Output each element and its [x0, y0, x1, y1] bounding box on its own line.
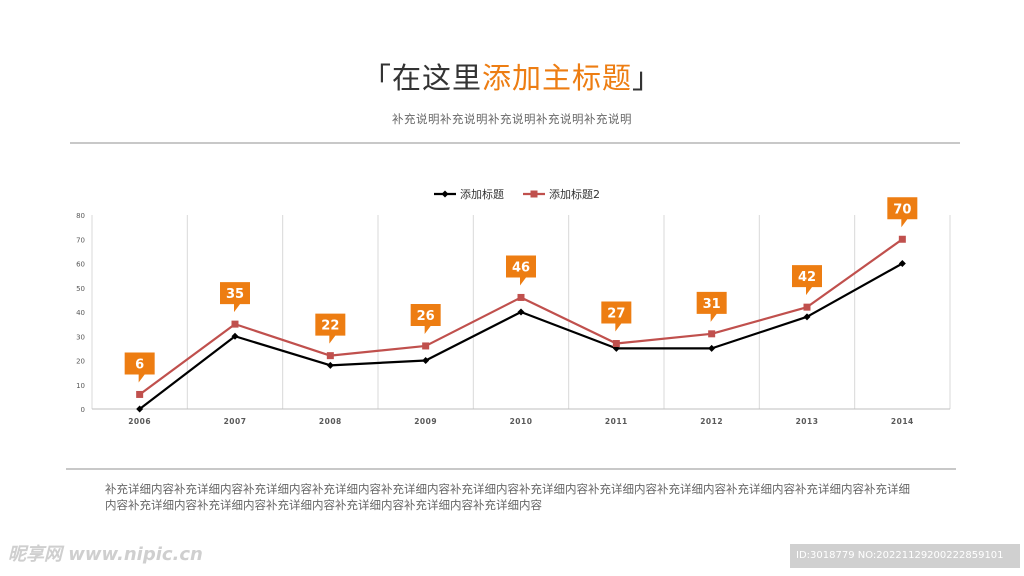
data-label: 70 [893, 202, 911, 217]
series-2-point [803, 303, 811, 311]
data-label-callout [315, 313, 346, 344]
data-label: 46 [512, 260, 530, 275]
x-tick-label: 2011 [605, 417, 628, 426]
y-tick-label: 60 [76, 261, 85, 269]
series-1-point [231, 332, 239, 340]
series-2-point [898, 235, 906, 243]
y-tick-label: 30 [76, 333, 85, 341]
data-label: 27 [607, 307, 625, 322]
title-highlight-part: 添加主标题 [482, 61, 633, 95]
series-1-point [708, 344, 716, 352]
data-label: 6 [135, 357, 144, 372]
title-bracket-open: 「 [361, 61, 392, 95]
x-tick-label: 2007 [224, 417, 247, 426]
series-1-point [898, 260, 906, 267]
legend-label: 添加标题 [460, 187, 504, 201]
title-bracket-close: 」 [632, 61, 663, 95]
series-1-point [326, 361, 334, 369]
x-tick-label: 2006 [128, 417, 151, 426]
x-tick-label: 2008 [319, 417, 342, 426]
legend-label: 添加标题2 [549, 187, 600, 201]
x-tick-label: 2012 [700, 417, 723, 426]
data-label: 35 [226, 287, 244, 302]
data-label-callout [506, 255, 536, 286]
data-label-callout [792, 265, 822, 296]
series-2-point [326, 352, 334, 360]
series-1-point [803, 313, 811, 321]
page-title: 「在这里添加主标题」 [0, 55, 1024, 97]
y-tick-label: 50 [76, 285, 85, 293]
y-tick-label: 80 [76, 212, 85, 220]
y-tick-label: 0 [81, 406, 85, 414]
series-2-point [517, 293, 525, 301]
data-label-callout [124, 352, 155, 383]
data-label: 31 [703, 297, 721, 312]
data-label-callout [220, 282, 250, 313]
data-label-callout [410, 303, 441, 334]
series-line-1 [138, 262, 903, 410]
x-tick-label: 2013 [796, 417, 819, 426]
detail-text: 补充详细内容补充详细内容补充详细内容补充详细内容补充详细内容补充详细内容补充详细… [105, 482, 910, 512]
page-subtitle: 补充说明补充说明补充说明补充说明补充说明 [392, 112, 632, 126]
x-tick-label: 2010 [510, 417, 533, 426]
series-2-point [422, 342, 430, 350]
series-1-point [517, 308, 525, 316]
series-1-point [422, 357, 430, 364]
x-tick-label: 2014 [891, 417, 914, 426]
line-chart: 0 10 20 30 40 50 60 70 80 2006 2007 2008 2009 2010 201… [76, 187, 951, 426]
data-label: 26 [417, 309, 435, 324]
series-2-point [231, 320, 239, 328]
top-divider [70, 142, 960, 144]
series-2-point [136, 390, 144, 398]
title-dark-part: 在这里 [391, 61, 482, 95]
watermark-logo: 昵享网 www.nipic.cn [8, 544, 203, 565]
x-tick-label: 2009 [414, 417, 437, 426]
y-tick-label: 70 [76, 236, 85, 244]
data-label: 42 [798, 270, 816, 285]
legend-marker [441, 190, 449, 198]
y-tick-label: 10 [76, 382, 85, 390]
data-label-callout [601, 301, 632, 332]
image-id-bar: ID:3018779 NO:20221129200222859101 [790, 544, 1020, 568]
series-2-point [612, 340, 620, 348]
series-2-point [708, 330, 716, 338]
data-label-callout [887, 197, 918, 228]
data-label-callout [696, 291, 727, 322]
y-tick-label: 40 [76, 309, 85, 317]
series-1-point [136, 405, 144, 413]
data-label: 22 [321, 319, 339, 334]
bottom-divider [66, 468, 956, 470]
y-tick-label: 20 [76, 358, 85, 366]
legend-marker [530, 190, 538, 198]
